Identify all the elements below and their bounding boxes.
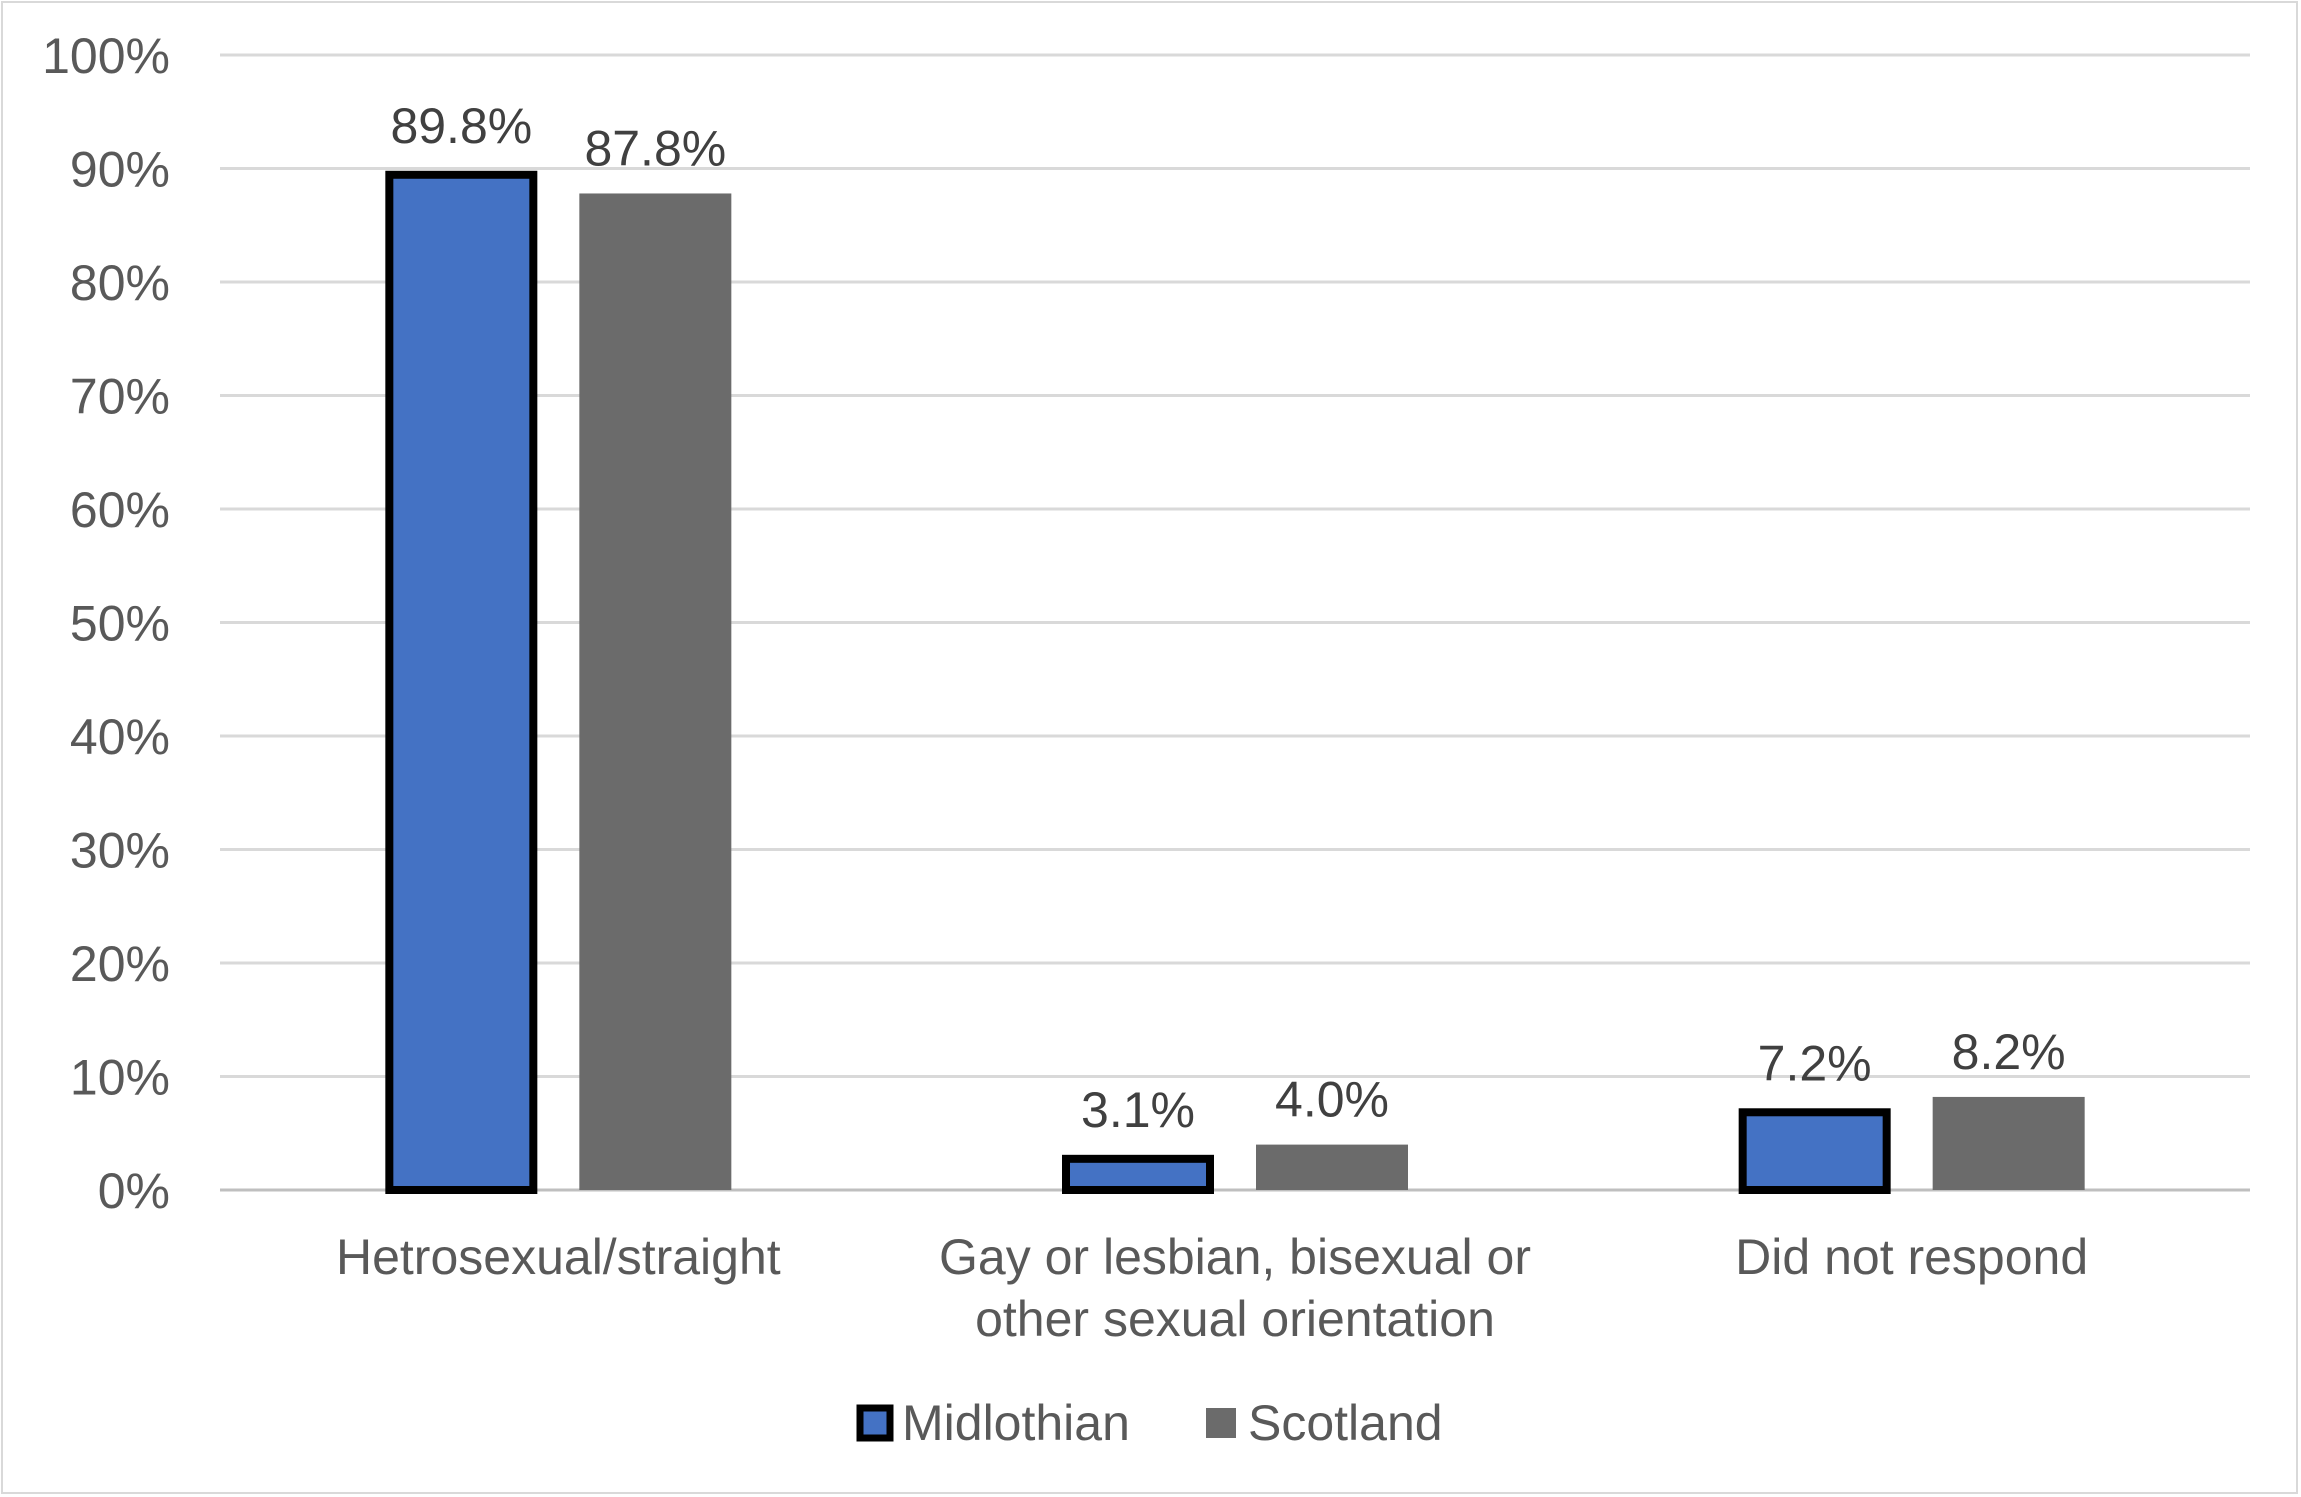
legend-swatch-scotland (1206, 1408, 1236, 1438)
category-label: Did not respond (1735, 1229, 2088, 1285)
y-tick-label: 80% (70, 255, 170, 311)
legend: Midlothian Scotland (856, 1395, 1443, 1451)
category-label: Hetrosexual/straight (336, 1229, 781, 1285)
x-axis-category-labels: Hetrosexual/straight Gay or lesbian, bise… (336, 1229, 2088, 1347)
legend-swatch-midlothian (856, 1404, 894, 1442)
y-tick-label: 90% (70, 142, 170, 198)
y-tick-label: 60% (70, 482, 170, 538)
y-tick-label: 10% (70, 1050, 170, 1106)
category-label: other sexual orientation (975, 1291, 1495, 1347)
y-tick-label: 70% (70, 369, 170, 425)
y-tick-label: 30% (70, 823, 170, 879)
legend-label-scotland: Scotland (1248, 1395, 1443, 1451)
y-tick-label: 0% (98, 1163, 170, 1219)
bar-midlothian-2 (1738, 1108, 1891, 1195)
y-tick-label: 100% (42, 28, 170, 84)
bar-midlothian-0 (385, 170, 538, 1194)
data-label-midlothian-0: 89.8% (390, 98, 532, 154)
y-tick-label: 20% (70, 936, 170, 992)
data-label-scotland-2: 8.2% (1952, 1024, 2066, 1080)
bars (385, 170, 2085, 1195)
data-labels: 89.8% 87.8% 3.1% 4.0% 7.2% 8.2% (390, 98, 2065, 1138)
bar-scotland-1 (1256, 1144, 1408, 1190)
bar-scotland-0 (579, 193, 732, 1191)
bar-scotland-2 (1932, 1096, 2085, 1190)
y-axis-tick-labels: 0% 10% 20% 30% 40% 50% 60% 70% 80% 90% 100% (42, 28, 170, 1219)
y-tick-label: 40% (70, 709, 170, 765)
category-label: Gay or lesbian, bisexual or (939, 1229, 1531, 1285)
data-label-midlothian-2: 7.2% (1758, 1035, 1872, 1091)
data-label-scotland-1: 4.0% (1275, 1072, 1389, 1128)
legend-label-midlothian: Midlothian (902, 1395, 1130, 1451)
data-label-scotland-0: 87.8% (584, 120, 726, 176)
bar-midlothian-1 (1062, 1154, 1214, 1194)
y-tick-label: 50% (70, 596, 170, 652)
data-label-midlothian-1: 3.1% (1081, 1082, 1195, 1138)
gridlines (220, 53, 2250, 1192)
